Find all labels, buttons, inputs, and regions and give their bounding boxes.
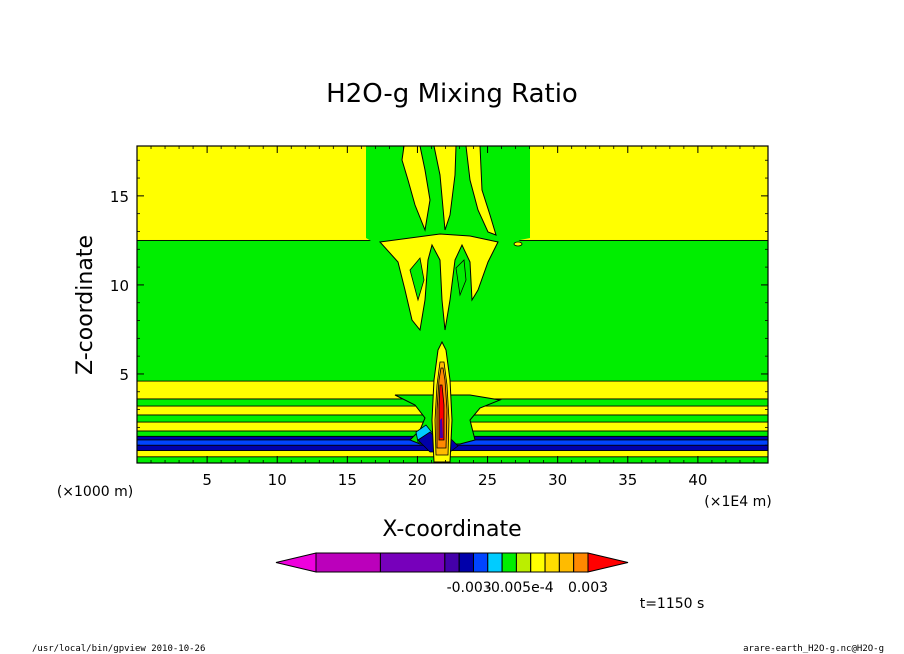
x-axis-label: X-coordinate (382, 517, 521, 542)
mid-plume-yellow (378, 233, 499, 332)
y-tick-label: 15 (110, 188, 129, 206)
plume-features (366, 146, 530, 463)
x-tick-label: 30 (548, 471, 567, 489)
colorbar-cell (501, 552, 517, 573)
colorbar-cell (558, 552, 575, 573)
colorbar-cell (487, 552, 503, 573)
column-dark (440, 418, 443, 438)
colorbar-cell (315, 552, 381, 573)
x-tick-label: 20 (408, 471, 427, 489)
y-axis-label: Z-coordinate (73, 235, 98, 375)
colorbar-cell (458, 552, 474, 573)
axis-ticks: 5 10 15 20 25 30 35 40 5 10 15 (110, 146, 768, 489)
chart-title: H2O-g Mixing Ratio (326, 79, 578, 109)
y-tick-label: 10 (110, 277, 129, 295)
x-tick-label: 15 (338, 471, 357, 489)
colorbar-labels: -0.003-0.005e-4 0.003 (447, 580, 608, 596)
x-tick-label: 10 (268, 471, 287, 489)
x-tick-label: 40 (688, 471, 707, 489)
x-tick-label: 5 (202, 471, 212, 489)
colorbar-cell (544, 552, 560, 573)
x-unit-label: (×1E4 m) (704, 494, 771, 510)
plot-frame (136, 145, 769, 464)
colorbar-cell (515, 552, 532, 573)
colorbar-tick-label: -0.003 (447, 580, 492, 596)
colorbar-extend-low (275, 552, 317, 573)
x-tick-label: 35 (618, 471, 637, 489)
upper-plume-yellow-right (465, 146, 497, 236)
band-0 (137, 456, 768, 463)
y-unit-label: (×1000 m) (57, 484, 133, 500)
x-tick-label: 25 (478, 471, 497, 489)
footer-right: arare-earth_H2O-g.nc@H2O-g (743, 644, 884, 654)
band-1 (137, 450, 768, 458)
small-patch (513, 241, 523, 247)
colorbar-cell (573, 552, 589, 573)
colorbar (275, 552, 629, 573)
mid-plume-green-a (409, 257, 425, 302)
colorbar-extend-high (587, 552, 629, 573)
footer-left: /usr/local/bin/gpview 2010-10-26 (32, 644, 205, 654)
mid-plume-green-b (455, 259, 467, 297)
colorbar-tick-label: -0.005e-4 (486, 580, 554, 596)
colorbar-cell (379, 552, 446, 573)
colorbar-cell (530, 552, 546, 573)
colorbar-cell (472, 552, 489, 573)
time-label: t=1150 s (640, 596, 705, 612)
y-tick-label: 5 (119, 366, 129, 384)
colorbar-tick-label: 0.003 (568, 580, 608, 596)
upper-plume-yellow-mid (433, 146, 457, 231)
colorbar-cell (444, 552, 460, 573)
upper-plume-yellow-left (401, 146, 431, 232)
